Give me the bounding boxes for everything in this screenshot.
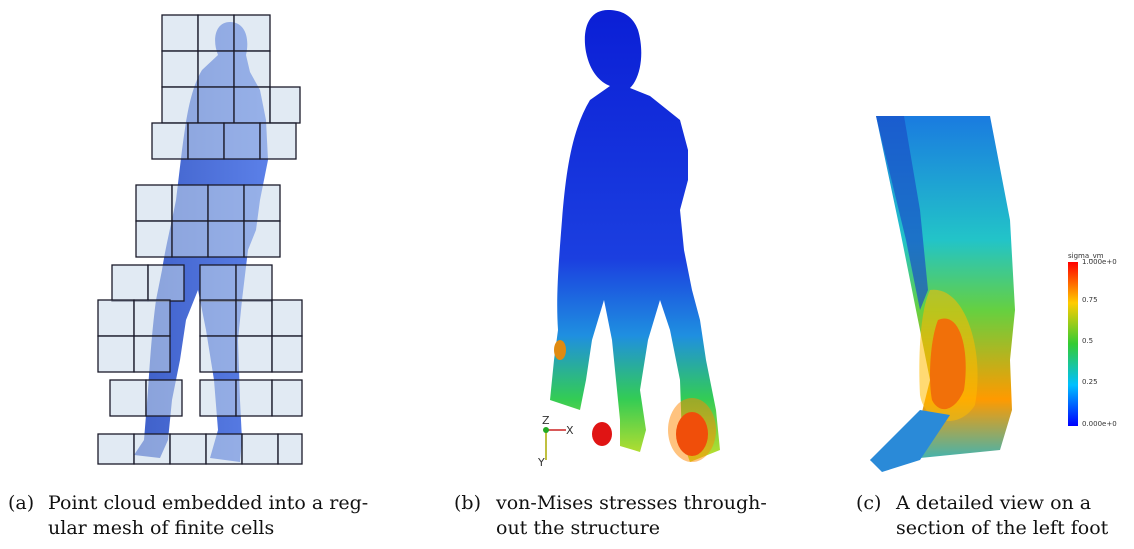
foot-sole-block xyxy=(870,410,950,472)
colorbar-tick-05: 0.5 xyxy=(1082,337,1094,345)
figure-b-stress xyxy=(543,10,720,462)
figure-a-mesh xyxy=(97,14,303,465)
caption-b-line1: von-Mises stresses through- xyxy=(496,492,767,514)
stress-body xyxy=(550,10,720,462)
caption-b-label: (b) xyxy=(454,492,481,514)
figure-c-foot-detail xyxy=(870,116,1015,472)
caption-b-line2: out the structure xyxy=(496,517,661,539)
axis-label-y: Y xyxy=(538,456,545,469)
caption-a-line1: Point cloud embedded into a reg- xyxy=(48,492,369,514)
caption-c-line1: A detailed view on a xyxy=(896,492,1092,514)
axis-label-x: X xyxy=(566,424,574,437)
colorbar-title: sigma_vm xyxy=(1068,252,1104,260)
colorbar-tick-025: 0.25 xyxy=(1082,378,1098,386)
caption-c-label: (c) xyxy=(856,492,882,514)
colorbar-tick-min: 0.000e+0 xyxy=(1082,420,1117,428)
colorbar-tick-075: 0.75 xyxy=(1082,296,1098,304)
stress-hotspot-left xyxy=(592,422,612,446)
axis-label-z: Z xyxy=(542,414,550,427)
axes-triad xyxy=(543,427,566,460)
colorbar-tick-max: 1.000e+0 xyxy=(1082,258,1117,266)
caption-c-line2: section of the left foot xyxy=(896,517,1109,539)
colorbar xyxy=(1068,262,1078,426)
caption-a-line2: ular mesh of finite cells xyxy=(48,517,275,539)
caption-a-label: (a) xyxy=(8,492,35,514)
